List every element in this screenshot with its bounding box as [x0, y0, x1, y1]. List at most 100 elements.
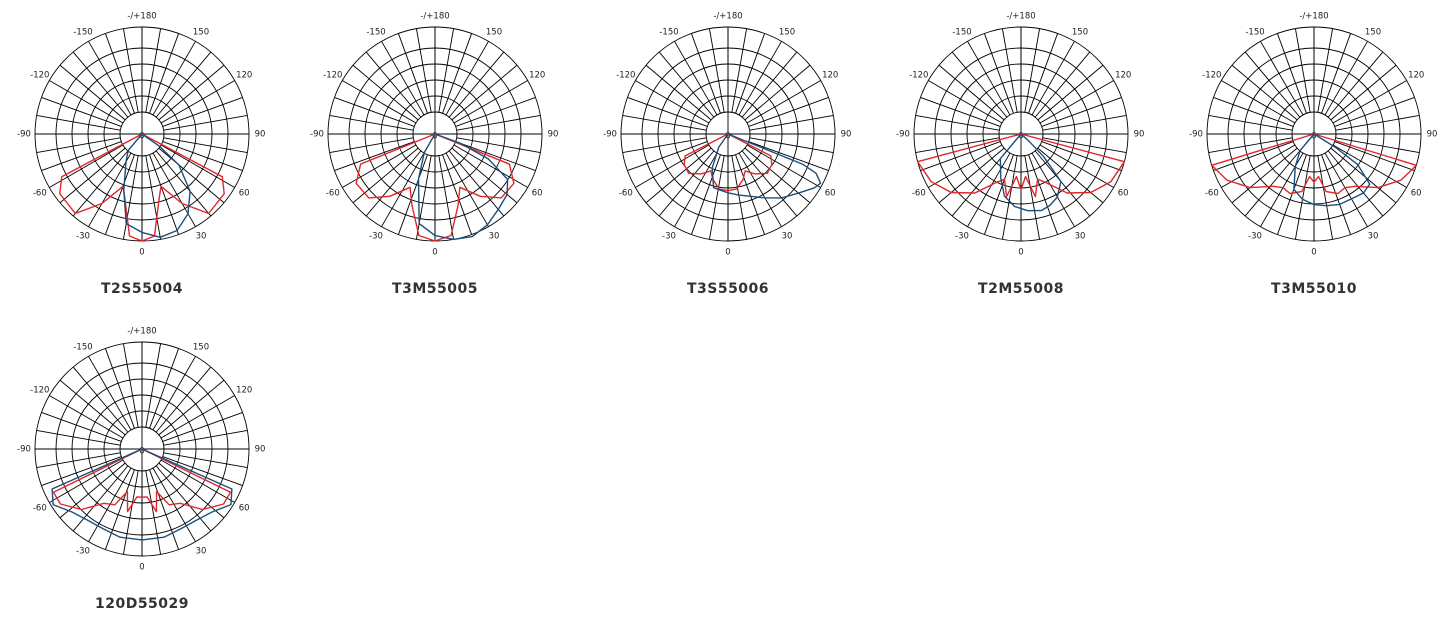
grid-spoke [163, 452, 248, 469]
grid-spoke [1317, 155, 1334, 240]
angle-tick-label: -30 [955, 232, 969, 242]
grid-spoke [983, 154, 1014, 235]
grid-spoke [59, 462, 126, 519]
grid-spoke [72, 150, 129, 217]
grid-spoke [749, 114, 834, 131]
grid-spoke [1324, 41, 1368, 116]
grid-spoke [41, 456, 122, 487]
grid-spoke [1244, 150, 1301, 217]
grid-spoke [658, 51, 715, 118]
grid-spoke [162, 411, 243, 442]
grid-spoke [122, 155, 139, 240]
angle-tick-label: -60 [912, 189, 926, 199]
grid-spoke [1317, 28, 1334, 113]
angle-tick-label: 60 [1411, 189, 1422, 199]
grid-spoke [448, 150, 505, 217]
angle-tick-label: -150 [366, 27, 385, 37]
grid-spoke [1321, 154, 1352, 235]
grid-spoke [59, 147, 126, 204]
grid-spoke [1260, 41, 1304, 116]
grid-spoke [438, 28, 455, 113]
grid-spoke [442, 154, 473, 235]
grid-spoke [1041, 141, 1122, 172]
grid-spoke [155, 150, 212, 217]
angle-tick-label: -90 [603, 130, 617, 140]
angle-tick-label: 0 [1018, 248, 1023, 258]
grid-spoke [1332, 80, 1407, 124]
polar-chart-svg: 0 30 60 90 120 150 -/+180 -150 -120 -90 -60 -30 0 [310, 12, 558, 258]
grid-spoke [967, 41, 1011, 116]
grid-spoke [708, 155, 725, 240]
chart-card: 0 30 60 90 120 150 -/+180 -150 -120 -90 -60 -30 0 T2… [7, 6, 277, 306]
grid-spoke [36, 452, 121, 469]
distribution-curve [683, 133, 773, 192]
grid-spoke [951, 51, 1008, 118]
angle-tick-label: 90 [255, 130, 266, 140]
grid-spoke [1213, 141, 1294, 172]
chart-card: 0 30 60 90 120 150 -/+180 -150 -120 -90 -60 -30 0 T3… [300, 6, 570, 306]
angle-tick-label: 30 [489, 232, 500, 242]
grid-spoke [352, 64, 419, 121]
grid-spoke [1208, 114, 1293, 131]
grid-spoke [158, 64, 225, 121]
grid-spoke [744, 147, 811, 204]
distribution-curve [417, 133, 509, 241]
angle-tick-label: 0 [139, 248, 144, 258]
angle-tick-label: 0 [432, 248, 437, 258]
angle-tick-label: 90 [255, 445, 266, 455]
angle-tick-label: -60 [1205, 189, 1219, 199]
grid-spoke [938, 64, 1005, 121]
grid-spoke [149, 469, 180, 550]
grid-spoke [1334, 96, 1415, 127]
grid-spoke [72, 465, 129, 532]
angle-tick-label: 150 [486, 27, 502, 37]
distribution-curve [1211, 133, 1417, 195]
grid-spoke [160, 80, 235, 124]
grid-spoke [155, 366, 212, 433]
angle-tick-label: -120 [30, 386, 49, 396]
grid-spoke [645, 64, 712, 121]
angle-tick-label: -90 [17, 445, 31, 455]
grid-spoke [160, 395, 235, 439]
angle-tick-label: -/+180 [1006, 12, 1035, 22]
angle-tick-label: -30 [1248, 232, 1262, 242]
grid-spoke [735, 33, 766, 114]
angle-tick-label: 60 [532, 189, 543, 199]
chart-caption: T3M55005 [392, 281, 478, 297]
polar-chart-svg: 0 30 60 90 120 150 -/+180 -150 -120 -90 -60 -30 0 [896, 12, 1144, 258]
grid-spoke [163, 137, 248, 154]
grid-spoke [658, 150, 715, 217]
grid-spoke [748, 141, 829, 172]
grid-spoke [365, 150, 422, 217]
grid-spoke [329, 137, 414, 154]
angle-tick-label: 120 [529, 71, 545, 81]
grid-spoke [967, 152, 1011, 227]
grid-spoke [49, 80, 124, 124]
angle-tick-label: 120 [1115, 71, 1131, 81]
grid-spoke [1041, 96, 1122, 127]
grid-spoke [1294, 155, 1311, 240]
angle-tick-label: 60 [239, 189, 250, 199]
angle-tick-label: -150 [73, 342, 92, 352]
grid-spoke [36, 429, 121, 446]
angle-tick-label: -90 [896, 130, 910, 140]
grid-spoke [627, 96, 708, 127]
grid-spoke [158, 379, 225, 436]
grid-spoke [342, 80, 417, 124]
grid-spoke [635, 144, 710, 188]
angle-tick-label: 120 [236, 71, 252, 81]
angle-tick-label: -150 [73, 27, 92, 37]
grid-spoke [41, 411, 122, 442]
grid-spoke [162, 456, 243, 487]
chart-card: 0 30 60 90 120 150 -/+180 -150 -120 -90 -60 -30 0 12… [7, 321, 277, 621]
angle-tick-label: -120 [323, 71, 342, 81]
grid-spoke [36, 114, 121, 131]
grid-spoke [455, 141, 536, 172]
grid-spoke [1039, 144, 1114, 188]
angle-tick-label: 150 [1365, 27, 1381, 37]
angle-tick-label: -/+180 [420, 12, 449, 22]
grid-spoke [674, 152, 718, 227]
chart-caption: T3M55010 [1271, 281, 1357, 297]
grid-spoke [352, 147, 419, 204]
grid-spoke [155, 465, 212, 532]
